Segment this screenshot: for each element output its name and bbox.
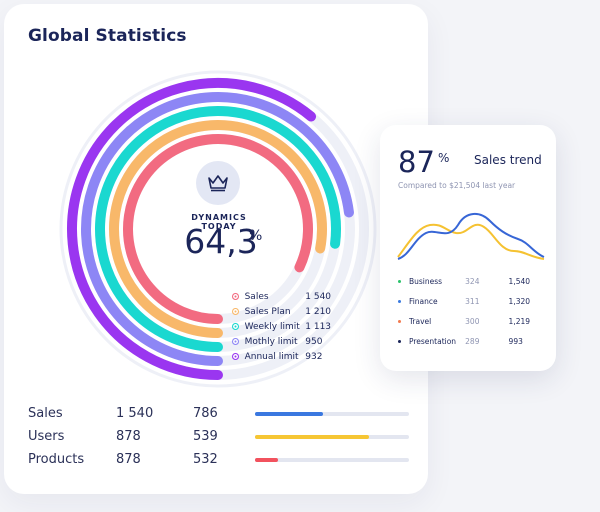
trend-subtitle: Compared to $21,504 last year [398, 181, 516, 190]
trend-item-name: Business [408, 276, 443, 286]
sales-trend-card: 87 % Sales trend Compared to $21,504 las… [380, 125, 556, 371]
legend-value: 950 [305, 336, 323, 347]
trend-title: Sales trend [474, 153, 542, 167]
row-value-2: 786 [193, 406, 218, 421]
progress-fill [255, 434, 369, 439]
legend-value: 1 210 [305, 306, 332, 317]
trend-list-item: Finance 311 1,320 [398, 291, 548, 311]
legend-value: 932 [305, 351, 323, 362]
ring-arc-sales-plan [109, 120, 327, 338]
legend-value: 1 113 [305, 321, 332, 332]
trend-item-value-1: 289 [465, 336, 480, 346]
trend-dot [398, 299, 401, 303]
row-value-1: 878 [116, 452, 141, 467]
progress-fill [255, 411, 323, 416]
dynamics-label: DYNAMICS TODAY [191, 213, 247, 231]
ring-arc-weekly-limit [95, 106, 341, 352]
crown-icon [208, 175, 228, 192]
stats-table: Sales 1 540 786 Users 878 539 Products 878 532 [28, 402, 418, 471]
legend-name: Weekly limit [244, 321, 300, 332]
progress-track [255, 434, 409, 439]
legend-name: Mothly limit [244, 336, 298, 347]
trend-item-name: Finance [408, 296, 438, 306]
legend-item: Mothly limit 950 [232, 334, 342, 349]
trend-item-value-2: 993 [508, 336, 523, 346]
trend-dot [398, 279, 401, 283]
trend-list-item: Presentation 289 993 [398, 331, 548, 351]
row-value-2: 532 [193, 452, 218, 467]
ring-outer-track [59, 70, 377, 388]
ring-arc-mothly-limit [81, 92, 354, 366]
row-value-2: 539 [193, 429, 218, 444]
legend-name: Annual limit [244, 351, 299, 362]
row-value-1: 878 [116, 429, 141, 444]
trend-item-value-2: 1,320 [508, 296, 531, 306]
ring-arc-sales [123, 134, 313, 324]
table-row: Products 878 532 [28, 448, 418, 471]
table-row: Sales 1 540 786 [28, 402, 418, 425]
legend-value: 1 540 [305, 291, 332, 302]
trend-line-blue [397, 213, 545, 260]
progress-fill [255, 457, 279, 462]
trend-chart [397, 213, 545, 260]
progress-track [255, 457, 409, 462]
legend-item: Weekly limit 1 113 [232, 319, 342, 334]
global-statistics-card: Global Statistics DYNAMICS TODAY 64,3 % … [4, 4, 428, 494]
trend-line-yellow [397, 223, 545, 260]
trend-dot [398, 319, 401, 323]
trend-list-item: Business 324 1,540 [398, 271, 548, 291]
legend-name: Sales Plan [244, 306, 291, 317]
legend-dot [232, 353, 239, 360]
ring-arc-annual-limit [67, 78, 317, 380]
page-title: Global Statistics [28, 26, 187, 46]
trend-item-value-1: 311 [465, 296, 480, 306]
legend-item: Annual limit 932 [232, 349, 342, 364]
trend-item-value-1: 324 [465, 276, 480, 286]
legend-dot [232, 323, 239, 330]
trend-unit: % [438, 151, 450, 165]
legend-name: Sales [244, 291, 269, 302]
trend-list-item: Travel 300 1,219 [398, 311, 548, 331]
rings-legend: Sales 1 540 Sales Plan 1 210 Weekly limit 1 1… [232, 289, 342, 364]
row-name: Users [28, 429, 65, 444]
progress-track [255, 411, 409, 416]
row-name: Sales [28, 406, 63, 421]
legend-dot [232, 293, 239, 300]
legend-dot [232, 308, 239, 315]
table-row: Users 878 539 [28, 425, 418, 448]
trend-item-value-1: 300 [465, 316, 480, 326]
trend-item-name: Travel [408, 316, 432, 326]
trend-item-value-2: 1,540 [508, 276, 531, 286]
crown-badge [196, 161, 240, 205]
legend-dot [232, 338, 239, 345]
row-name: Products [28, 452, 85, 467]
rings-chart [59, 70, 377, 388]
legend-item: Sales 1 540 [232, 289, 342, 304]
legend-item: Sales Plan 1 210 [232, 304, 342, 319]
trend-list: Business 324 1,540 Finance 311 1,320 Travel 300… [398, 271, 548, 351]
trend-item-name: Presentation [408, 336, 457, 346]
dynamics-value: 64,3 [184, 222, 258, 261]
trend-item-value-2: 1,219 [508, 316, 531, 326]
trend-value: 87 [398, 145, 435, 179]
trend-dot [398, 339, 401, 343]
dynamics-unit: % [249, 228, 263, 244]
row-value-1: 1 540 [116, 406, 154, 421]
